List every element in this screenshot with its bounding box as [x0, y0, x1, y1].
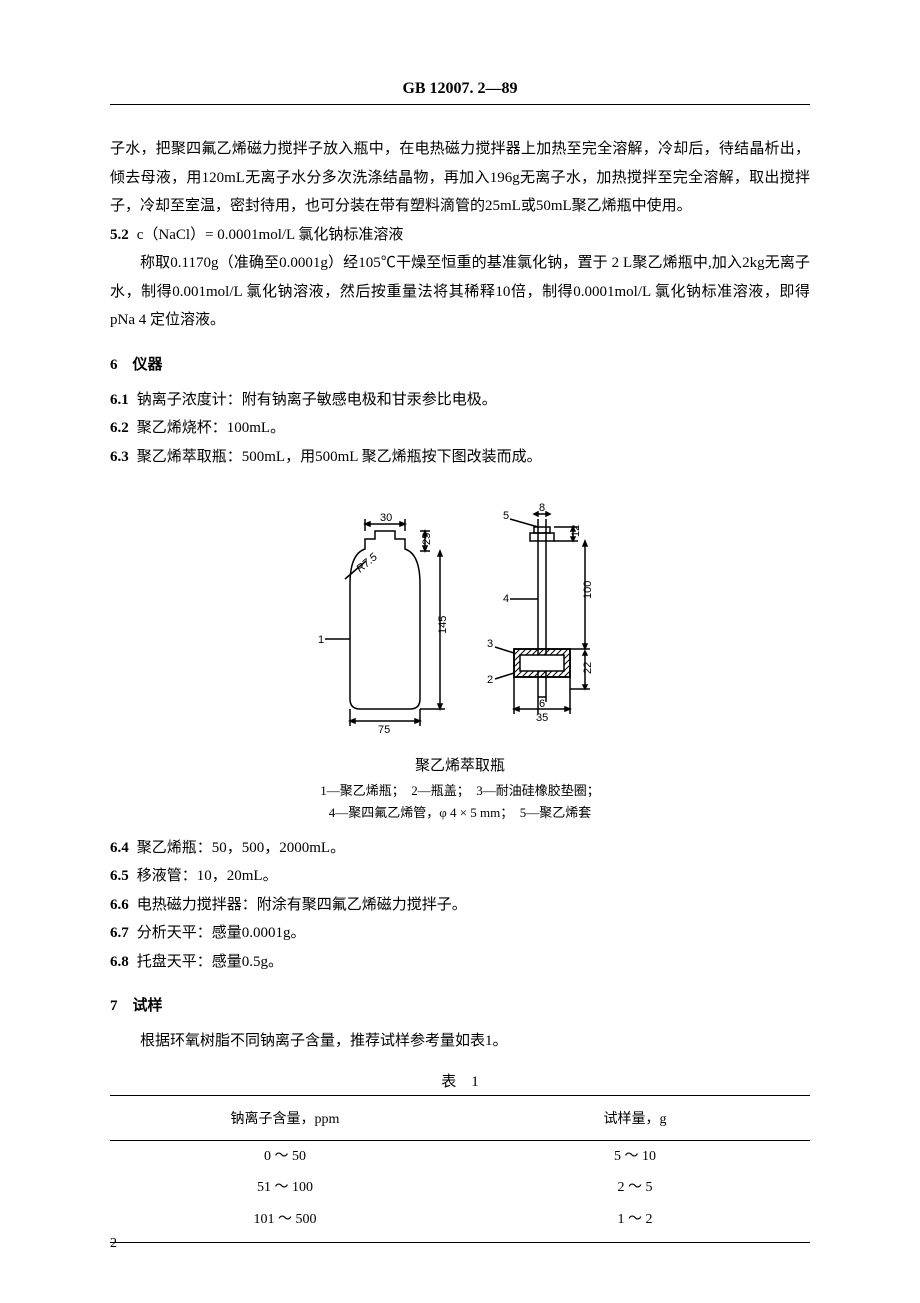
text-6-3: 聚乙烯萃取瓶：500mL，用500mL 聚乙烯瓶按下图改装而成。 [137, 449, 542, 465]
text-6-8: 托盘天平：感量0.5g。 [137, 954, 283, 970]
text-6-7: 分析天平：感量0.0001g。 [137, 925, 306, 941]
num-6-2: 6.2 [110, 420, 129, 436]
item-num-5-2: 5.2 [110, 227, 129, 243]
text-6-4: 聚乙烯瓶：50，500，2000mL。 [137, 840, 345, 856]
item-6-4: 6.4 聚乙烯瓶：50，500，2000mL。 [110, 834, 810, 863]
item-6-3: 6.3 聚乙烯萃取瓶：500mL，用500mL 聚乙烯瓶按下图改装而成。 [110, 443, 810, 472]
dim-8: 8 [539, 502, 545, 514]
table-1: 钠离子含量，ppm 试样量，g 0 ～ 50 5 ～ 10 51 ～ 100 2… [110, 1095, 810, 1243]
text-6-1: 钠离子浓度计：附有钠离子敏感电极和甘汞参比电极。 [137, 392, 497, 408]
dim-22: 22 [582, 662, 594, 674]
dim-12: 12 [570, 525, 582, 537]
cell: 0 ～ 50 [110, 1140, 460, 1172]
text-6-5: 移液管：10，20mL。 [137, 868, 278, 884]
dim-6: 6 [539, 698, 545, 710]
table-row: 51 ～ 100 2 ～ 5 [110, 1172, 810, 1204]
item-6-6: 6.6 电热磁力搅拌器：附涂有聚四氟乙烯磁力搅拌子。 [110, 891, 810, 920]
page-number: 2 [110, 1236, 117, 1252]
paragraph-5-1-cont: 子水，把聚四氟乙烯磁力搅拌子放入瓶中，在电热磁力搅拌器上加热至完全溶解，冷却后，… [110, 135, 810, 221]
dim-30: 30 [380, 512, 392, 524]
item-6-7: 6.7 分析天平：感量0.0001g。 [110, 919, 810, 948]
figure-caption: 聚乙烯萃取瓶 [110, 754, 810, 780]
figure-legend-1: 1—聚乙烯瓶； 2—瓶盖； 3—耐油硅橡胶垫圈； [110, 780, 810, 802]
text-6-2: 聚乙烯烧杯：100mL。 [137, 420, 285, 436]
paragraph-5-2-body: 称取0.1170g（准确至0.0001g）经105℃干燥至恒重的基准氯化钠，置于… [110, 249, 810, 335]
num-6-5: 6.5 [110, 868, 129, 884]
bottle-diagram-svg: 30 25 145 75 R7.5 1 8 5 12 4 100 3 2 22 … [290, 489, 630, 739]
table-row: 0 ～ 50 5 ～ 10 [110, 1140, 810, 1172]
section-6: 6 仪器 [110, 353, 810, 374]
dim-145: 145 [437, 616, 449, 634]
text-6-6: 电热磁力搅拌器：附涂有聚四氟乙烯磁力搅拌子。 [137, 897, 467, 913]
cell: 1 ～ 2 [460, 1204, 810, 1242]
dim-25: 25 [421, 533, 433, 545]
dim-75: 75 [378, 724, 390, 736]
num-6-1: 6.1 [110, 392, 129, 408]
table-row: 101 ～ 500 1 ～ 2 [110, 1204, 810, 1242]
num-6-4: 6.4 [110, 840, 129, 856]
label-1: 1 [318, 634, 324, 646]
th-col1: 钠离子含量，ppm [110, 1095, 460, 1140]
dim-100: 100 [582, 581, 594, 599]
item-6-2: 6.2 聚乙烯烧杯：100mL。 [110, 414, 810, 443]
item-text-5-2: c（NaCl）= 0.0001mol/L 氯化钠标准溶液 [137, 227, 404, 243]
label-5: 5 [503, 510, 509, 522]
item-6-1: 6.1 钠离子浓度计：附有钠离子敏感电极和甘汞参比电极。 [110, 386, 810, 415]
dim-35: 35 [536, 712, 548, 724]
label-2: 2 [487, 674, 493, 686]
cell: 51 ～ 100 [110, 1172, 460, 1204]
cell: 2 ～ 5 [460, 1172, 810, 1204]
item-6-8: 6.8 托盘天平：感量0.5g。 [110, 948, 810, 977]
num-6-6: 6.6 [110, 897, 129, 913]
figure-bottle: 30 25 145 75 R7.5 1 8 5 12 4 100 3 2 22 … [110, 489, 810, 824]
label-4: 4 [503, 593, 509, 605]
item-5-2: 5.2 c（NaCl）= 0.0001mol/L 氯化钠标准溶液 [110, 221, 810, 250]
label-3: 3 [487, 638, 493, 650]
item-6-5: 6.5 移液管：10，20mL。 [110, 862, 810, 891]
cell: 101 ～ 500 [110, 1204, 460, 1242]
table-title: 表 1 [110, 1070, 810, 1091]
num-6-3: 6.3 [110, 449, 129, 465]
cell: 5 ～ 10 [460, 1140, 810, 1172]
num-6-7: 6.7 [110, 925, 129, 941]
figure-legend-2: 4—聚四氟乙烯管，φ 4 × 5 mm； 5—聚乙烯套 [110, 802, 810, 824]
paragraph-7: 根据环氧树脂不同钠离子含量，推荐试样参考量如表1。 [110, 1027, 810, 1056]
section-7: 7 试样 [110, 994, 810, 1015]
doc-header: GB 12007. 2—89 [110, 80, 810, 105]
num-6-8: 6.8 [110, 954, 129, 970]
th-col2: 试样量，g [460, 1095, 810, 1140]
